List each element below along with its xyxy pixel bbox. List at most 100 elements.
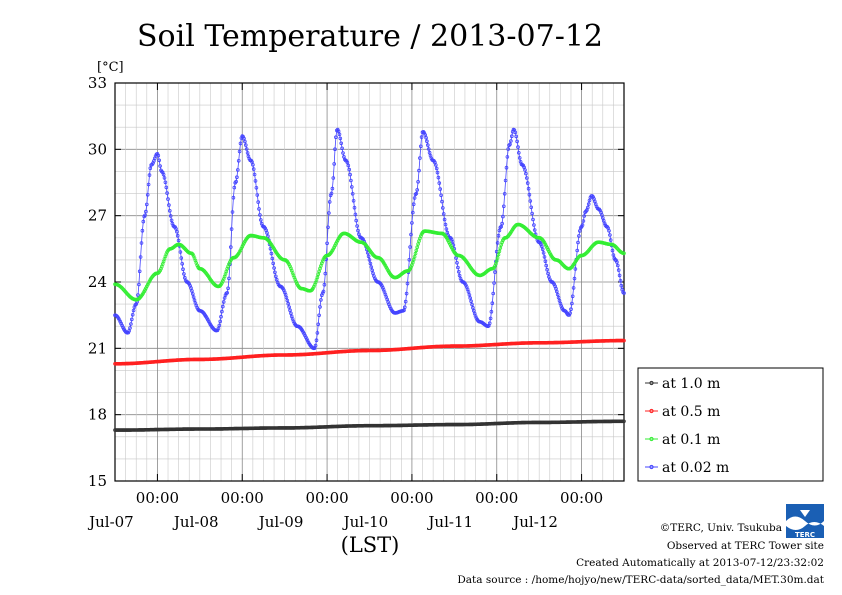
data-point (527, 192, 532, 197)
data-point (426, 147, 431, 151)
data-point (525, 181, 530, 185)
data-point (236, 159, 241, 163)
x-tick-time: 00:00 (560, 489, 603, 507)
data-point (496, 233, 501, 238)
footer-observed: Observed at TERC Tower site (667, 540, 824, 552)
data-point (241, 134, 245, 139)
legend-label: at 0.02 m (662, 460, 729, 476)
data-point (352, 205, 357, 210)
data-point (615, 260, 619, 264)
data-point (508, 142, 512, 147)
data-point (266, 234, 270, 239)
data-point (144, 286, 148, 291)
data-point (331, 176, 336, 180)
terc-logo-icon: TERC (786, 504, 824, 539)
data-point (141, 219, 146, 224)
data-point (575, 248, 579, 253)
data-point (265, 231, 269, 235)
data-point (294, 280, 299, 284)
data-point (614, 258, 618, 263)
series-at-0-1-m (113, 222, 626, 302)
data-point (504, 165, 509, 170)
data-point (581, 219, 586, 223)
data-point (356, 228, 360, 233)
data-point (346, 163, 351, 168)
footer-source: Data source : /home/hojyo/new/TERC-data/… (457, 574, 824, 586)
data-point (410, 221, 414, 225)
data-point (304, 335, 308, 340)
data-point (229, 227, 234, 231)
data-point (270, 256, 275, 261)
data-point (354, 218, 359, 223)
x-tick-time: 00:00 (475, 489, 518, 507)
data-point (120, 323, 124, 328)
data-point (567, 313, 571, 317)
data-point (529, 205, 533, 210)
data-point (165, 191, 169, 195)
data-point (333, 147, 337, 152)
data-point (438, 187, 443, 191)
data-point (415, 188, 420, 192)
data-point (161, 172, 166, 177)
series-line (114, 128, 625, 349)
data-point (585, 250, 589, 255)
data-point (585, 205, 590, 210)
data-point (220, 309, 224, 314)
data-point (182, 272, 186, 276)
data-point (175, 233, 180, 238)
data-point (163, 180, 168, 185)
data-point (315, 331, 320, 335)
data-point (319, 298, 323, 302)
data-point (531, 217, 535, 222)
data-point (136, 293, 140, 297)
data-point (323, 271, 328, 276)
data-point (340, 146, 344, 151)
data-point (573, 267, 578, 271)
data-point (615, 263, 620, 268)
data-point (347, 167, 352, 172)
data-point (618, 278, 623, 283)
y-tick-label: 24 (88, 273, 107, 291)
data-point (216, 326, 221, 331)
data-point (138, 255, 143, 259)
data-point (143, 213, 147, 218)
data-point (552, 282, 556, 287)
data-point (190, 289, 194, 293)
data-point (168, 214, 173, 218)
data-point (156, 271, 161, 275)
data-point (528, 199, 533, 203)
data-point (240, 244, 245, 249)
data-point (543, 259, 548, 264)
data-point (327, 211, 331, 215)
x-tick-date: Jul-12 (511, 513, 558, 531)
data-point (547, 249, 551, 254)
data-point (180, 261, 185, 266)
data-point (499, 224, 504, 229)
data-point (322, 282, 327, 287)
data-point (158, 268, 162, 273)
data-point (195, 263, 200, 268)
data-point (221, 300, 226, 304)
legend-label: at 0.5 m (662, 404, 720, 420)
data-point (570, 294, 575, 299)
data-point (316, 322, 321, 327)
data-point (363, 242, 367, 247)
data-point (444, 227, 449, 231)
data-point (326, 225, 330, 230)
data-point (155, 152, 160, 156)
data-point (488, 316, 493, 321)
x-axis-label: (LST) (341, 533, 400, 557)
data-point (286, 301, 291, 306)
data-point (545, 267, 549, 272)
data-point (339, 141, 344, 146)
data-point (258, 218, 263, 222)
data-point (571, 286, 576, 290)
data-point (380, 285, 385, 290)
data-point (256, 200, 261, 204)
data-point (329, 191, 334, 196)
data-point (190, 251, 194, 256)
data-point (514, 134, 518, 139)
series-group (113, 127, 626, 432)
data-point (580, 223, 585, 227)
